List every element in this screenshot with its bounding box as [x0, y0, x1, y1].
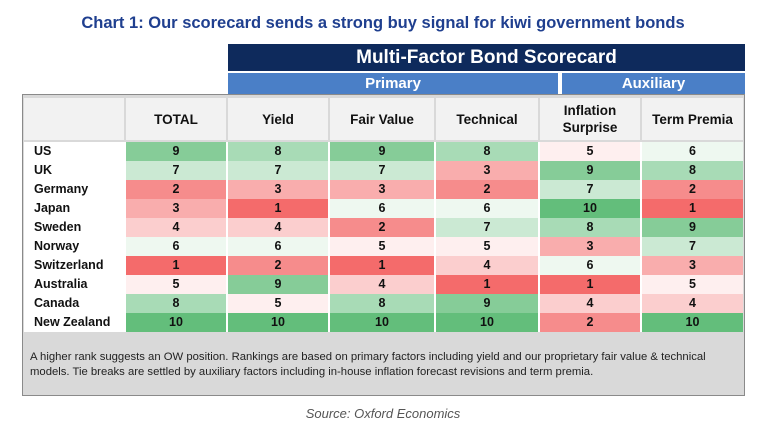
- row-label: Norway: [34, 239, 80, 253]
- column-header-text: Fair Value: [350, 111, 414, 128]
- score-cell: 2: [436, 180, 538, 199]
- score-cell: 2: [642, 180, 743, 199]
- score-cell: 8: [540, 218, 640, 237]
- footnote: A higher rank suggests an OW position. R…: [30, 351, 706, 378]
- column-header-text: TOTAL: [154, 111, 198, 128]
- column-header: Yield: [228, 98, 328, 140]
- column-header-text: Technical: [456, 111, 517, 128]
- country-header: [24, 98, 124, 140]
- row-label: Japan: [34, 201, 71, 215]
- score-cell: 9: [330, 142, 434, 161]
- column-header: TOTAL: [126, 98, 226, 140]
- row-label: Canada: [34, 296, 80, 310]
- score-cell: 3: [126, 199, 226, 218]
- score-cell: 4: [126, 218, 226, 237]
- score-cell: 1: [126, 256, 226, 275]
- column-header-line: Inflation: [563, 103, 617, 118]
- score-cell: 3: [642, 256, 743, 275]
- auxiliary-header: Auxiliary: [562, 73, 745, 94]
- score-cell: 5: [436, 237, 538, 256]
- score-cell: 5: [642, 275, 743, 294]
- score-cell: 6: [228, 237, 328, 256]
- column-header-text: Inflation Surprise: [563, 102, 618, 136]
- score-cell: 9: [228, 275, 328, 294]
- source-note: Source: Oxford Economics: [305, 406, 461, 421]
- column-header: Term Premia: [642, 98, 743, 140]
- score-cell: 7: [330, 161, 434, 180]
- score-cell: 9: [642, 218, 743, 237]
- score-cell: 7: [436, 218, 538, 237]
- score-cell: 2: [540, 313, 640, 332]
- column-header: Technical: [436, 98, 538, 140]
- score-cell: 9: [126, 142, 226, 161]
- row-label: UK: [34, 163, 53, 177]
- score-cell: 6: [330, 199, 434, 218]
- row-label: US: [34, 144, 52, 158]
- score-cell: 5: [540, 142, 640, 161]
- score-cell: 6: [540, 256, 640, 275]
- score-cell: 10: [330, 313, 434, 332]
- score-cell: 1: [540, 275, 640, 294]
- score-cell: 3: [436, 161, 538, 180]
- primary-header: Primary: [228, 73, 558, 94]
- score-cell: 1: [330, 256, 434, 275]
- score-cell: 4: [330, 275, 434, 294]
- row-label: Australia: [34, 277, 88, 291]
- column-header-line: Surprise: [562, 120, 618, 135]
- score-cell: 7: [540, 180, 640, 199]
- score-cell: 6: [126, 237, 226, 256]
- score-cell: 5: [228, 294, 328, 313]
- row-label: Sweden: [34, 220, 82, 234]
- score-cell: 5: [330, 237, 434, 256]
- row-label: Switzerland: [34, 258, 104, 272]
- score-cell: 6: [436, 199, 538, 218]
- score-cell: 10: [228, 313, 328, 332]
- column-header-text: Yield: [262, 111, 294, 128]
- score-cell: 7: [228, 161, 328, 180]
- score-cell: 1: [642, 199, 743, 218]
- score-cell: 10: [642, 313, 743, 332]
- column-header-text: Term Premia: [652, 111, 733, 128]
- score-cell: 4: [540, 294, 640, 313]
- score-cell: 9: [540, 161, 640, 180]
- score-cell: 8: [436, 142, 538, 161]
- scorecard: Multi-Factor Bond Scorecard Primary Auxi…: [22, 44, 745, 396]
- column-header-line: Yield: [262, 111, 294, 127]
- score-cell: 3: [228, 180, 328, 199]
- score-cell: 8: [228, 142, 328, 161]
- score-cell: 7: [642, 237, 743, 256]
- score-cell: 1: [228, 199, 328, 218]
- chart-title: Chart 1: Our scorecard sends a strong bu…: [81, 14, 685, 32]
- column-header: Inflation Surprise: [540, 98, 640, 140]
- score-cell: 4: [642, 294, 743, 313]
- column-header: Fair Value: [330, 98, 434, 140]
- score-cell: 9: [436, 294, 538, 313]
- score-cell: 2: [330, 218, 434, 237]
- score-cell: 10: [126, 313, 226, 332]
- score-cell: 4: [436, 256, 538, 275]
- score-cell: 1: [436, 275, 538, 294]
- score-cell: 3: [540, 237, 640, 256]
- column-header-line: Technical: [456, 111, 518, 127]
- score-cell: 2: [126, 180, 226, 199]
- scorecard-title: Multi-Factor Bond Scorecard: [228, 44, 745, 71]
- score-cell: 3: [330, 180, 434, 199]
- column-header-line: TOTAL: [154, 111, 198, 127]
- score-cell: 8: [642, 161, 743, 180]
- column-header-line: Term Premia: [652, 111, 733, 127]
- score-cell: 5: [126, 275, 226, 294]
- score-cell: 8: [330, 294, 434, 313]
- score-cell: 6: [642, 142, 743, 161]
- score-cell: 2: [228, 256, 328, 275]
- row-label: Germany: [34, 182, 89, 196]
- score-cell: 7: [126, 161, 226, 180]
- score-cell: 8: [126, 294, 226, 313]
- score-cell: 4: [228, 218, 328, 237]
- column-header-line: Fair Value: [350, 111, 414, 127]
- row-label: New Zealand: [34, 315, 111, 329]
- score-cell: 10: [540, 199, 640, 218]
- score-cell: 10: [436, 313, 538, 332]
